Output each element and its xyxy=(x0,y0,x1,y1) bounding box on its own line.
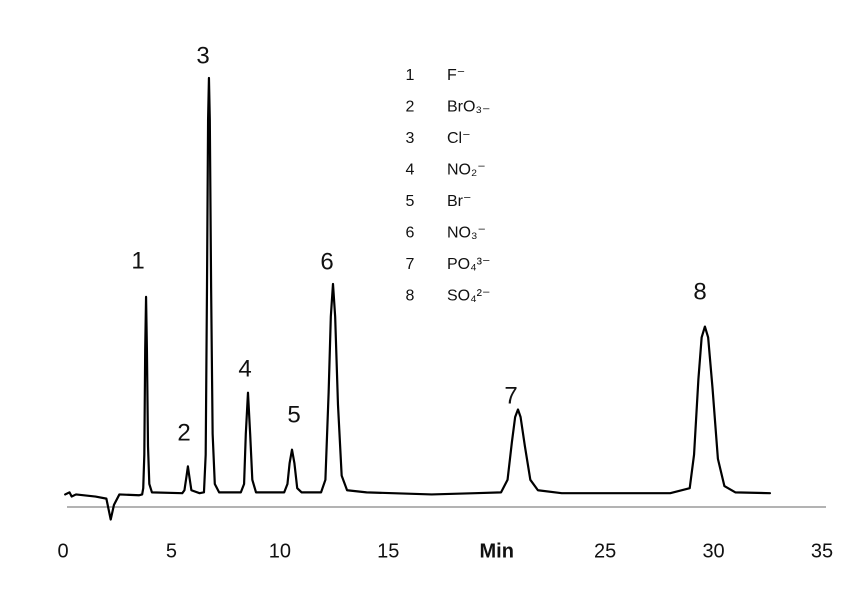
x-tick-label: 5 xyxy=(166,540,177,562)
legend-ion: Br⁻ xyxy=(447,193,471,210)
legend-number: 8 xyxy=(406,288,415,305)
peak-label: 8 xyxy=(693,278,706,305)
legend-number: 3 xyxy=(406,130,415,147)
chromatogram-trace xyxy=(64,76,772,521)
x-tick-label: 10 xyxy=(269,540,291,562)
legend-number: 5 xyxy=(406,193,415,210)
x-tick-label: Min xyxy=(479,540,513,562)
legend-ion: NO₂⁻ xyxy=(447,162,486,179)
peak-label: 4 xyxy=(238,355,251,382)
peak-label: 1 xyxy=(131,247,144,274)
legend-ion: F⁻ xyxy=(447,67,465,84)
legend-number: 4 xyxy=(406,162,415,179)
legend-ion: PO₄³⁻ xyxy=(447,256,490,273)
x-tick-label: 15 xyxy=(377,540,399,562)
legend-ion: BrO₃₋ xyxy=(447,99,490,116)
peak-label: 3 xyxy=(196,42,209,69)
legend-number: 7 xyxy=(406,256,415,273)
x-tick-label: 25 xyxy=(594,540,616,562)
x-tick-label: 30 xyxy=(702,540,724,562)
legend-ion: Cl⁻ xyxy=(447,130,471,147)
legend-number: 1 xyxy=(406,67,415,84)
peak-label: 7 xyxy=(504,382,517,409)
x-tick-label: 0 xyxy=(57,540,68,562)
legend-number: 2 xyxy=(406,99,415,116)
peak-label: 6 xyxy=(320,248,333,275)
legend-ion: NO₃⁻ xyxy=(447,225,486,242)
peak-label: 2 xyxy=(177,419,190,446)
x-tick-label: 35 xyxy=(811,540,833,562)
legend-number: 6 xyxy=(406,225,415,242)
legend-ion: SO₄²⁻ xyxy=(447,288,490,305)
peak-label: 5 xyxy=(287,401,300,428)
